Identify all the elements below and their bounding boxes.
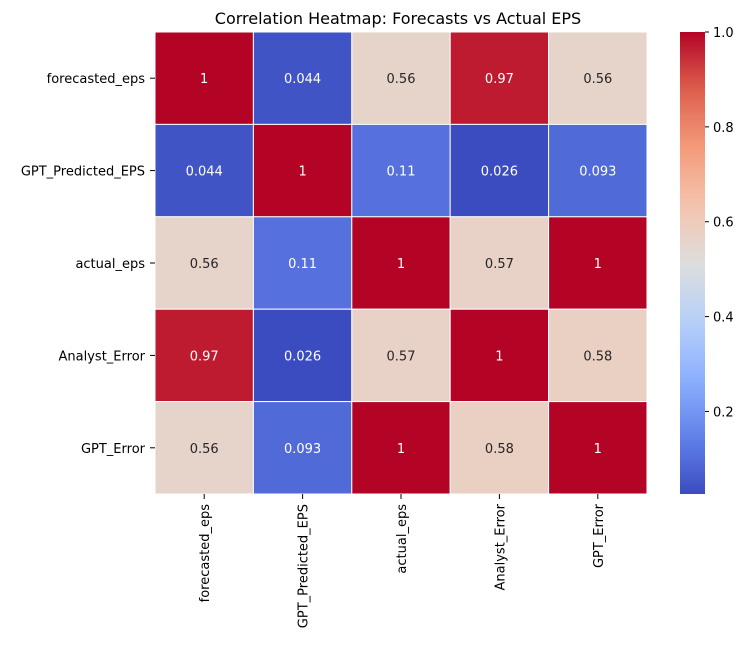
cell-value-label: 0.093 [284,442,321,457]
cell-value-label: 0.026 [284,349,321,364]
heatmap-cell [351,401,451,495]
cell-value-label: 0.044 [284,72,321,87]
cell-value-label: 1 [495,349,503,364]
cell-value-label: 1 [200,72,208,87]
heatmap-cell [351,216,451,310]
cell-value-label: 0.044 [186,165,223,180]
cell-value-label: 0.56 [190,442,219,457]
heatmap-cell [154,123,254,218]
heatmap-cell [548,401,648,495]
row-labels: forecasted_eps GPT_Predicted_EPS actual_ep… [21,72,155,457]
row-label: actual_eps [75,257,145,272]
heatmap-cell [252,308,353,403]
colorbar-tick-label: 1.0 [713,26,734,41]
heatmap-cell [351,123,451,218]
heatmap-cell [154,401,254,495]
colorbar [680,32,705,494]
heatmap-cell [449,308,550,403]
heatmap-cell [252,401,353,495]
column-labels: forecasted_eps GPT_Predicted_EPS actual_ep… [198,494,607,628]
cell-value-label: 0.58 [485,442,514,457]
heatmap-cells: 1 0.044 0.56 0.97 0.56 0.044 1 0.11 0.026 0.093 0.… [154,31,648,495]
chart-title: Correlation Heatmap: Forecasts vs Actual… [215,9,581,28]
cell-value-label: 0.56 [583,72,612,87]
cell-value-label: 0.97 [190,349,219,364]
colorbar-tick-label: 0.8 [713,121,734,136]
column-label: forecasted_eps [198,504,213,603]
heatmap-cell [252,31,353,125]
row-label: Analyst_Error [59,349,146,364]
column-label: GPT_Error [592,503,607,568]
colorbar-tick-label: 0.4 [713,311,734,326]
heatmap-cell [548,123,648,218]
heatmap-cell [351,308,451,403]
row-label: GPT_Predicted_EPS [21,165,145,180]
cell-value-label: 1 [397,442,405,457]
cell-value-label: 0.97 [485,72,514,87]
heatmap-cell [449,216,550,310]
heatmap-cell [548,216,648,310]
cell-value-label: 0.093 [579,165,616,180]
cell-value-label: 1 [298,165,306,180]
heatmap-cell [252,216,353,310]
colorbar-ticks: 0.2 0.4 0.6 0.8 1.0 [705,26,734,420]
row-label: forecasted_eps [47,72,146,87]
cell-value-label: 0.11 [288,257,317,272]
row-label: GPT_Error [81,442,146,457]
cell-value-label: 0.57 [387,349,416,364]
column-label: Analyst_Error [493,503,508,590]
cell-value-label: 1 [594,257,602,272]
colorbar-tick-label: 0.2 [713,405,734,420]
heatmap-cell [548,31,648,125]
cell-value-label: 0.58 [583,349,612,364]
column-label: GPT_Predicted_EPS [297,504,312,628]
cell-value-label: 0.11 [387,165,416,180]
column-label: actual_eps [395,504,410,574]
heatmap-cell [351,31,451,125]
heatmap-cell [548,308,648,403]
cell-value-label: 1 [594,442,602,457]
cell-value-label: 0.026 [481,165,518,180]
colorbar-tick-label: 0.6 [713,216,734,231]
heatmap-cell [449,31,550,125]
cell-value-label: 0.57 [485,257,514,272]
heatmap-cell [154,31,254,125]
cell-value-label: 0.56 [387,72,416,87]
cell-value-label: 1 [397,257,405,272]
cell-value-label: 0.56 [190,257,219,272]
